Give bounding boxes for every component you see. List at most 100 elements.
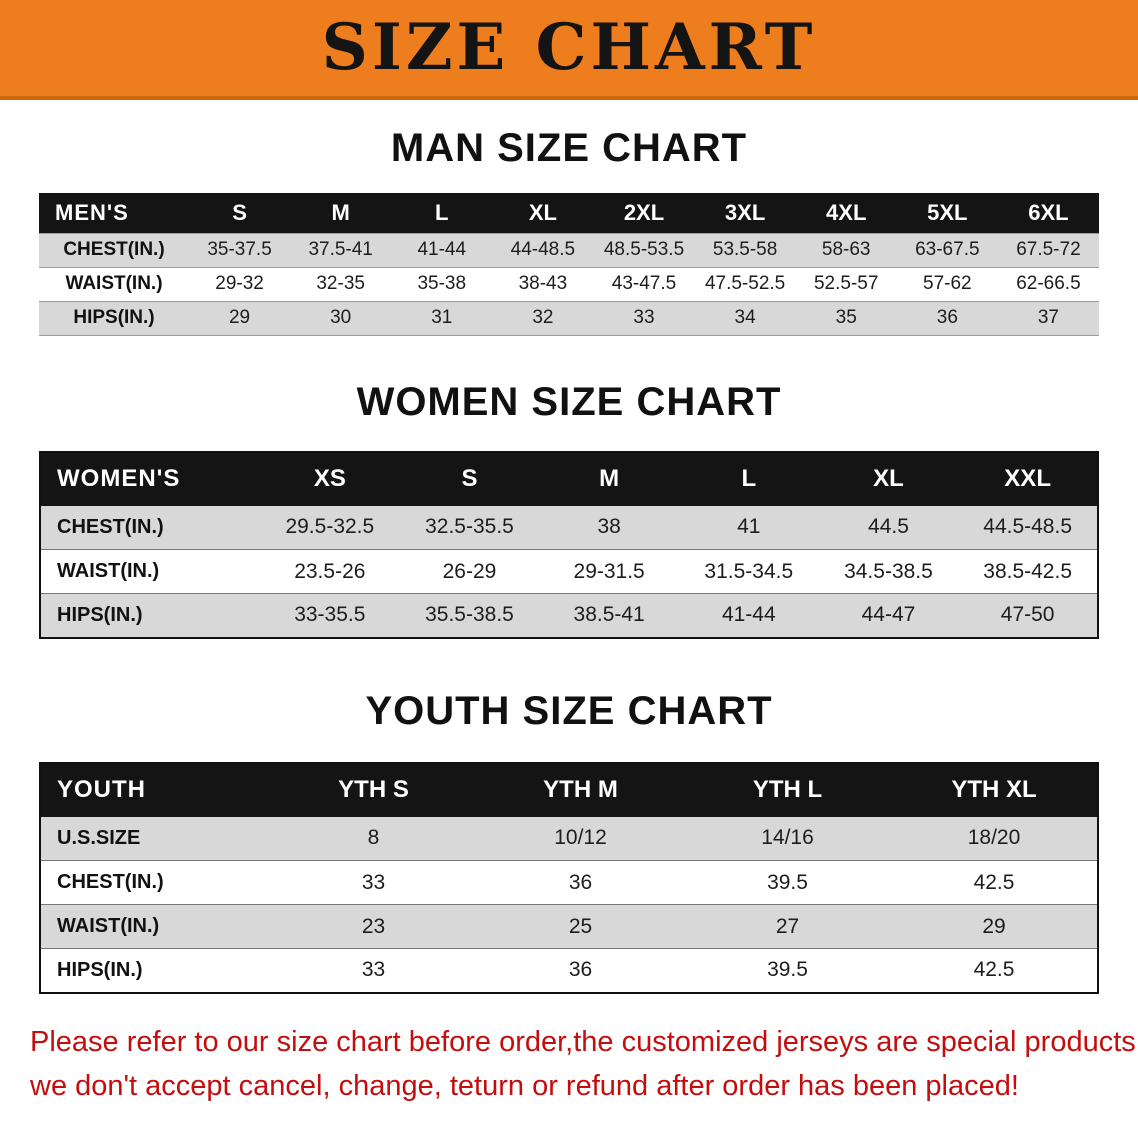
size-cell: 29: [189, 301, 291, 335]
youth-section: YOUTH SIZE CHART YOUTH YTH S YTH M YTH L…: [0, 689, 1138, 994]
size-cell: 36: [477, 948, 684, 993]
men-table-label: MEN'S: [39, 193, 189, 233]
size-cell: 44.5-48.5: [958, 505, 1098, 550]
order-disclaimer: Please refer to our size chart before or…: [30, 1020, 1138, 1110]
size-cell: 32.5-35.5: [399, 505, 540, 550]
row-label-us-size: U.S.SIZE: [40, 816, 270, 861]
youth-waist-row: WAIST(IN.) 23 25 27 29: [40, 904, 1098, 949]
size-header: YTH L: [684, 762, 891, 817]
row-label-chest: CHEST(IN.): [40, 860, 270, 905]
row-label-hips: HIPS(IN.): [40, 593, 260, 638]
size-header: S: [399, 451, 540, 506]
size-cell: 41-44: [678, 593, 819, 638]
size-cell: 33-35.5: [260, 593, 400, 638]
size-cell: 67.5-72: [997, 233, 1099, 267]
size-cell: 38: [539, 505, 679, 550]
size-cell: 37: [997, 301, 1099, 335]
men-section-heading: MAN SIZE CHART: [390, 126, 748, 170]
size-header: XS: [260, 451, 400, 506]
size-cell: 18/20: [891, 816, 1098, 861]
size-cell: 39.5: [684, 860, 891, 905]
men-hips-row: HIPS(IN.) 29 30 31 32 33 34 35 36 37: [39, 301, 1099, 335]
size-cell: 38-43: [492, 267, 594, 301]
size-cell: 43-47.5: [593, 267, 695, 301]
size-cell: 37.5-41: [290, 233, 392, 267]
row-label-waist: WAIST(IN.): [39, 267, 189, 301]
women-header-row: WOMEN'S XS S M L XL XXL: [40, 451, 1098, 506]
size-cell: 35-37.5: [189, 233, 291, 267]
size-header: XL: [492, 193, 594, 233]
youth-size-table: YOUTH YTH S YTH M YTH L YTH XL U.S.SIZE …: [39, 761, 1099, 994]
size-cell: 44.5: [818, 505, 959, 550]
women-section: WOMEN SIZE CHART WOMEN'S XS S M L XL XXL…: [0, 380, 1138, 639]
size-cell: 58-63: [795, 233, 897, 267]
men-header-row: MEN'S S M L XL 2XL 3XL 4XL 5XL 6XL: [39, 193, 1099, 233]
size-cell: 36: [896, 301, 998, 335]
women-chest-row: CHEST(IN.) 29.5-32.5 32.5-35.5 38 41 44.…: [40, 505, 1098, 550]
size-cell: 42.5: [891, 860, 1098, 905]
size-cell: 32-35: [290, 267, 392, 301]
size-cell: 32: [492, 301, 594, 335]
size-cell: 30: [290, 301, 392, 335]
size-header: YTH S: [270, 762, 477, 817]
youth-header-row: YOUTH YTH S YTH M YTH L YTH XL: [40, 762, 1098, 817]
youth-section-heading: YOUTH SIZE CHART: [365, 688, 773, 733]
size-header: L: [391, 193, 493, 233]
size-cell: 23: [270, 904, 477, 949]
women-hips-row: HIPS(IN.) 33-35.5 35.5-38.5 38.5-41 41-4…: [40, 593, 1098, 638]
size-cell: 53.5-58: [694, 233, 796, 267]
page-title: SIZE CHART: [321, 10, 817, 85]
size-cell: 14/16: [684, 816, 891, 861]
disclaimer-line-1: Please refer to our size chart before or…: [30, 1025, 1138, 1058]
size-cell: 29.5-32.5: [260, 505, 400, 550]
row-label-chest: CHEST(IN.): [39, 233, 189, 267]
size-cell: 44-47: [818, 593, 959, 638]
size-header: 6XL: [997, 193, 1099, 233]
men-section: MAN SIZE CHART MEN'S S M L XL 2XL 3XL 4X…: [0, 126, 1138, 336]
size-cell: 44-48.5: [492, 233, 594, 267]
youth-table-label: YOUTH: [40, 762, 270, 817]
size-cell: 25: [477, 904, 684, 949]
size-cell: 38.5-42.5: [958, 549, 1098, 594]
size-cell: 48.5-53.5: [593, 233, 695, 267]
size-cell: 62-66.5: [997, 267, 1099, 301]
row-label-waist: WAIST(IN.): [40, 549, 260, 594]
size-cell: 29-31.5: [539, 549, 679, 594]
size-header: YTH M: [477, 762, 684, 817]
size-cell: 41: [678, 505, 819, 550]
size-cell: 34.5-38.5: [818, 549, 959, 594]
size-cell: 41-44: [391, 233, 493, 267]
size-cell: 35.5-38.5: [399, 593, 540, 638]
size-cell: 39.5: [684, 948, 891, 993]
size-chart-banner: SIZE CHART: [0, 0, 1138, 100]
size-cell: 36: [477, 860, 684, 905]
size-header: 5XL: [896, 193, 998, 233]
row-label-chest: CHEST(IN.): [40, 505, 260, 550]
size-cell: 63-67.5: [896, 233, 998, 267]
size-cell: 29-32: [189, 267, 291, 301]
size-cell: 47.5-52.5: [694, 267, 796, 301]
women-section-heading: WOMEN SIZE CHART: [356, 379, 782, 424]
size-cell: 26-29: [399, 549, 540, 594]
size-header: L: [678, 451, 819, 506]
size-cell: 52.5-57: [795, 267, 897, 301]
size-header: S: [189, 193, 291, 233]
size-cell: 33: [593, 301, 695, 335]
size-cell: 31: [391, 301, 493, 335]
size-header: YTH XL: [891, 762, 1098, 817]
youth-chest-row: CHEST(IN.) 33 36 39.5 42.5: [40, 860, 1098, 905]
size-cell: 47-50: [958, 593, 1098, 638]
size-header: 2XL: [593, 193, 695, 233]
row-label-waist: WAIST(IN.): [40, 904, 270, 949]
youth-ussize-row: U.S.SIZE 8 10/12 14/16 18/20: [40, 816, 1098, 861]
size-cell: 8: [270, 816, 477, 861]
men-waist-row: WAIST(IN.) 29-32 32-35 35-38 38-43 43-47…: [39, 267, 1099, 301]
size-cell: 23.5-26: [260, 549, 400, 594]
size-header: M: [290, 193, 392, 233]
youth-hips-row: HIPS(IN.) 33 36 39.5 42.5: [40, 948, 1098, 993]
row-label-hips: HIPS(IN.): [40, 948, 270, 993]
size-header: 4XL: [795, 193, 897, 233]
disclaimer-line-2: we don't accept cancel, change, teturn o…: [30, 1070, 1019, 1103]
women-size-table: WOMEN'S XS S M L XL XXL CHEST(IN.) 29.5-…: [39, 450, 1099, 639]
size-cell: 35-38: [391, 267, 493, 301]
